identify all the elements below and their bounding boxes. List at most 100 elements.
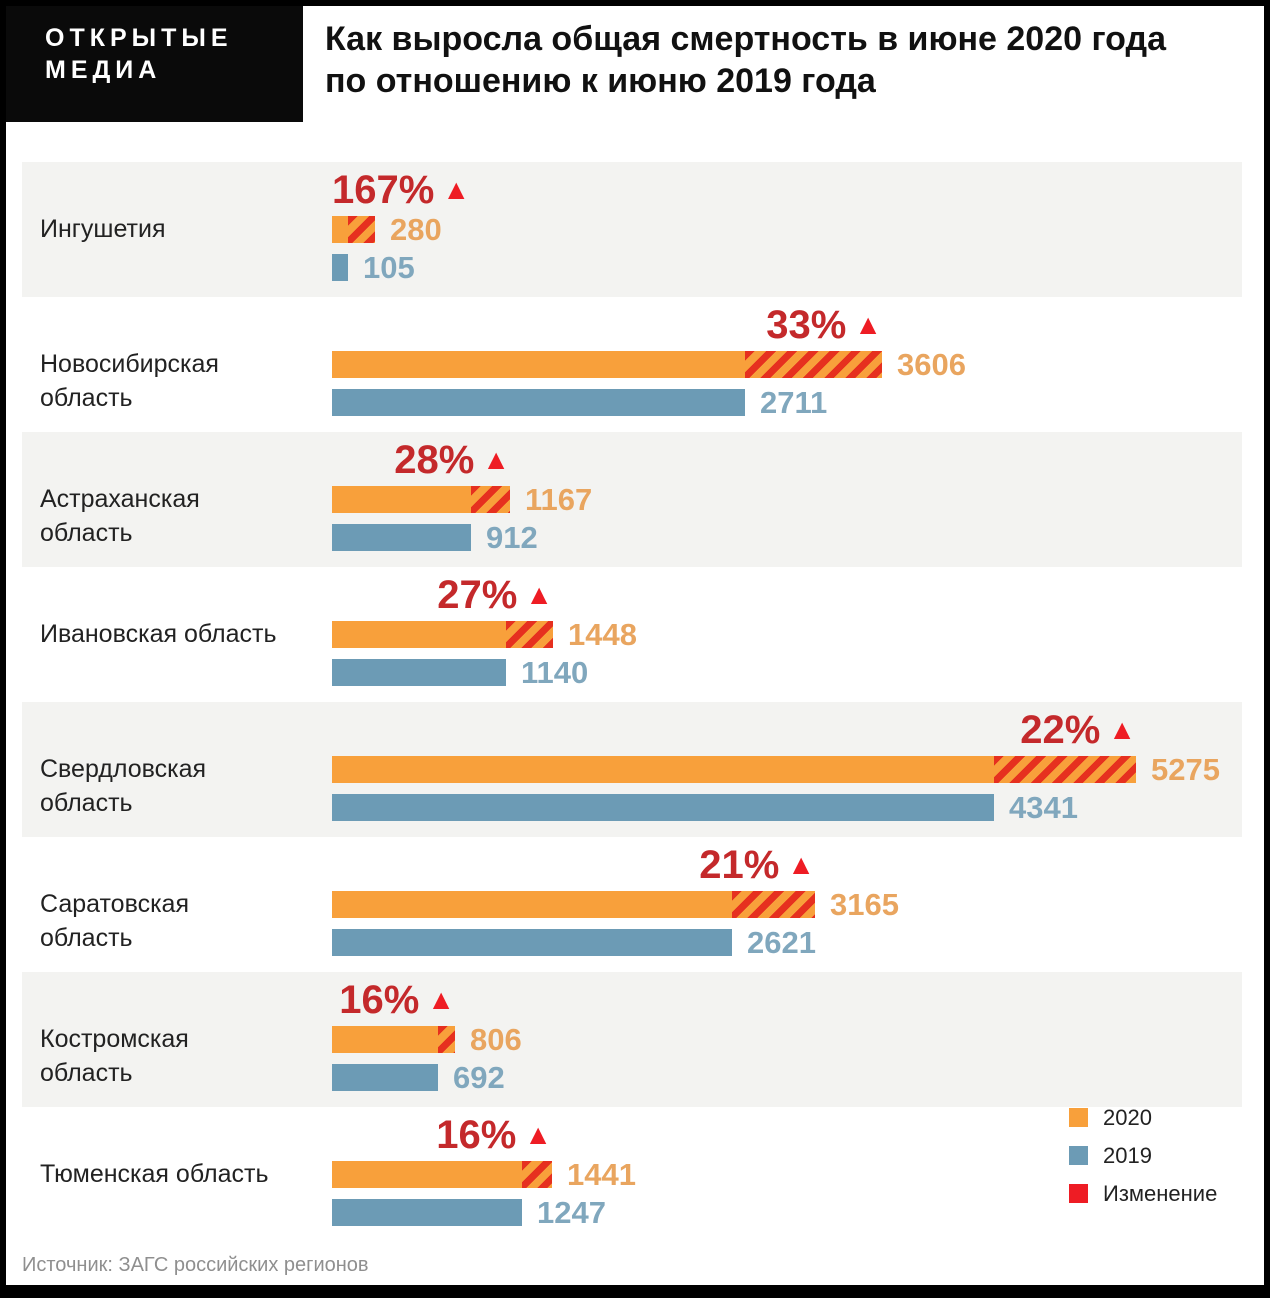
change-percent-label: 22% ▲ — [1020, 708, 1136, 752]
value-2020: 806 — [470, 1022, 522, 1057]
value-2020: 5275 — [1151, 752, 1220, 787]
increase-triangle-icon: ▲ — [1108, 714, 1136, 745]
increase-triangle-icon: ▲ — [787, 849, 815, 880]
region-name: Астраханская область — [40, 485, 200, 547]
increase-triangle-icon: ▲ — [427, 984, 455, 1015]
bar-2019 — [332, 1064, 438, 1091]
region-row: Ингушетия 167% ▲ 280 105 — [22, 162, 1242, 297]
value-2019: 4341 — [1009, 790, 1078, 825]
region-row: Ивановская область 27% ▲ 1448 1140 — [22, 567, 1242, 702]
bar-chart: Ингушетия 167% ▲ 280 105 Новосибирская об… — [22, 162, 1242, 1242]
region-row: Свердловская область 22% ▲ 5275 4341 — [22, 702, 1242, 837]
increase-triangle-icon: ▲ — [524, 1119, 552, 1150]
bar-2020 — [332, 621, 553, 648]
legend: 2020 2019 Изменение — [1069, 1104, 1218, 1220]
change-percent-value: 28% — [394, 438, 475, 482]
legend-label-2020: 2020 — [1103, 1104, 1152, 1130]
open-media-logo: ОТКРЫТЫЕ МЕДИА — [6, 6, 303, 122]
change-percent-label: 21% ▲ — [699, 843, 815, 887]
bar-2019 — [332, 659, 506, 686]
bar-2020 — [332, 216, 375, 243]
logo-line-2: МЕДИА — [45, 56, 162, 84]
value-2020: 1441 — [567, 1157, 636, 1192]
change-percent-label: 167% ▲ — [332, 168, 470, 212]
bar-2019 — [332, 524, 471, 551]
value-2019: 2621 — [747, 925, 816, 960]
change-percent-label: 28% ▲ — [394, 438, 510, 482]
increase-triangle-icon: ▲ — [482, 444, 510, 475]
bar-2019 — [332, 254, 348, 281]
logo-line-1: ОТКРЫТЫЕ — [45, 24, 233, 52]
region-name: Новосибирская область — [40, 350, 219, 412]
change-percent-label: 16% ▲ — [339, 978, 455, 1022]
change-percent-value: 22% — [1020, 708, 1101, 752]
change-hatch-overlay — [438, 1026, 455, 1053]
region-name: Костромская область — [40, 1025, 189, 1087]
region-name: Саратовская область — [40, 890, 189, 952]
increase-triangle-icon: ▲ — [442, 174, 471, 205]
chart-title-line-2: по отношению к июню 2019 года — [325, 62, 876, 100]
change-percent-value: 21% — [699, 843, 780, 887]
change-hatch-overlay — [471, 486, 510, 513]
value-2019: 1247 — [537, 1195, 606, 1230]
value-2019: 912 — [486, 520, 538, 555]
region-row: Саратовская область 21% ▲ 3165 2621 — [22, 837, 1242, 972]
region-name: Свердловская область — [40, 755, 207, 817]
change-percent-label: 16% ▲ — [436, 1113, 552, 1157]
chart-title-line-1: Как выросла общая смертность в июне 2020… — [325, 20, 1166, 58]
change-hatch-overlay — [994, 756, 1136, 783]
change-percent-label: 33% ▲ — [766, 303, 882, 347]
bar-2019 — [332, 929, 732, 956]
bar-2019 — [332, 794, 994, 821]
legend-label-change: Изменение — [1103, 1180, 1218, 1206]
legend-swatch-2020-icon — [1069, 1108, 1088, 1127]
change-hatch-overlay — [745, 351, 882, 378]
legend-swatch-2019-icon — [1069, 1146, 1088, 1165]
bar-2020 — [332, 1161, 552, 1188]
region-name: Ивановская область — [40, 620, 277, 648]
bar-2020 — [332, 351, 882, 378]
region-row: Костромская область 16% ▲ 806 692 — [22, 972, 1242, 1107]
open-media-logo-text: ОТКРЫТЫЕ МЕДИА — [6, 6, 303, 86]
change-hatch-overlay — [522, 1161, 552, 1188]
bar-2019 — [332, 389, 745, 416]
change-percent-value: 16% — [436, 1113, 517, 1157]
legend-swatch-change-icon — [1069, 1184, 1088, 1203]
legend-item-2020: 2020 — [1069, 1104, 1217, 1130]
legend-item-2019: 2019 — [1069, 1142, 1217, 1168]
value-2020: 280 — [390, 212, 442, 247]
value-2019: 105 — [363, 250, 415, 285]
value-2020: 3165 — [830, 887, 899, 922]
value-2019: 2711 — [760, 385, 828, 420]
change-hatch-overlay — [732, 891, 815, 918]
region-row: Тюменская область 16% ▲ 1441 1247 — [22, 1107, 1242, 1242]
bar-2019 — [332, 1199, 522, 1226]
bar-2020 — [332, 1026, 455, 1053]
change-percent-label: 27% ▲ — [437, 573, 553, 617]
bar-2020 — [332, 891, 815, 918]
value-2020: 3606 — [897, 347, 966, 382]
change-hatch-overlay — [348, 216, 375, 243]
source-note: Источник: ЗАГС российских регионов — [22, 1254, 369, 1276]
region-name: Тюменская область — [40, 1160, 269, 1188]
value-2020: 1448 — [568, 617, 637, 652]
bar-2020 — [332, 486, 510, 513]
region-row: Новосибирская область 33% ▲ 3606 2711 — [22, 297, 1242, 432]
change-percent-value: 33% — [766, 303, 847, 347]
value-2019: 692 — [453, 1060, 505, 1095]
value-2020: 1167 — [525, 482, 593, 517]
change-percent-value: 16% — [339, 978, 420, 1022]
bar-2020 — [332, 756, 1136, 783]
value-2019: 1140 — [521, 655, 589, 690]
increase-triangle-icon: ▲ — [525, 579, 553, 610]
region-name: Ингушетия — [40, 215, 166, 243]
change-percent-value: 167% — [332, 168, 435, 212]
increase-triangle-icon: ▲ — [854, 309, 882, 340]
change-percent-value: 27% — [437, 573, 518, 617]
change-hatch-overlay — [506, 621, 553, 648]
chart-title: Как выросла общая смертность в июне 2020… — [325, 18, 1255, 102]
legend-label-2019: 2019 — [1103, 1142, 1152, 1168]
legend-item-change: Изменение — [1069, 1180, 1218, 1206]
region-row: Астраханская область 28% ▲ 1167 912 — [22, 432, 1242, 567]
